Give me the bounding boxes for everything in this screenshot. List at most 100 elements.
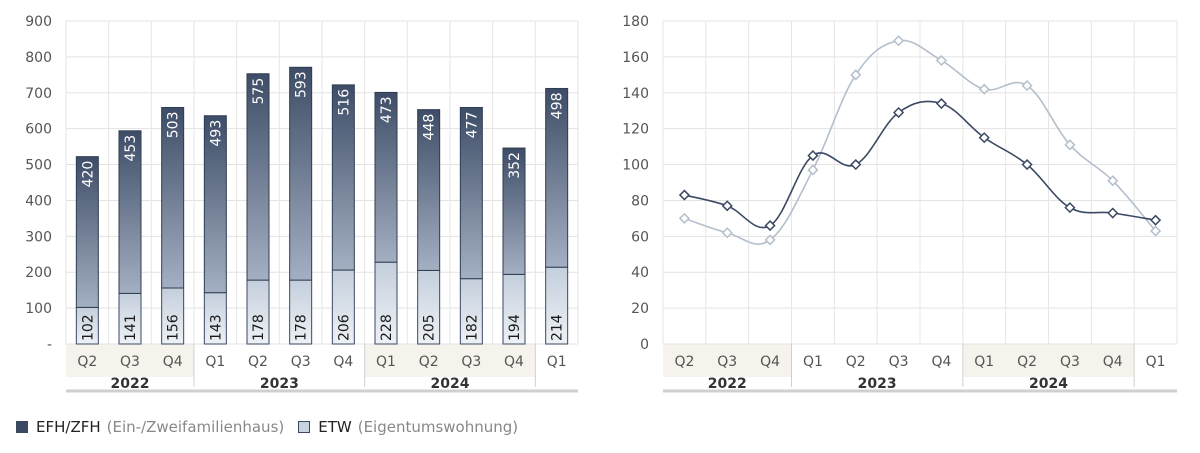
data-point-efh [807,150,819,162]
line-chart-y-tick-label: 60 [631,229,649,245]
bar-chart-x-tick-label: Q3 [120,354,140,370]
legend-label-etw: ETW [318,418,352,436]
line-chart-axis-band [962,344,1135,377]
data-point-efh [1107,207,1119,219]
bar-chart-year-label: 2024 [431,376,470,392]
bar-efh-value-label: 473 [379,96,395,123]
legend-swatch-etw [298,421,311,433]
legend-label-efh: EFH/ZFH [36,418,101,436]
bar-chart-x-tick-label: Q1 [205,354,225,370]
bar-chart-axis-band [66,344,194,377]
stacked-bar-chart: - 100 200 300 400 500 600 700 800 900 Q2 Q3 Q4 Q1 Q2 Q3… [25,14,579,393]
line-chart-year-label: 2022 [708,376,747,392]
data-point-efh [721,200,733,212]
bar-efh-value-label: 477 [464,111,480,138]
line-chart-x-tick-label: Q3 [1060,354,1080,370]
line-chart-y-tick-label: 100 [622,158,649,174]
bar-chart-y-tick-label: 300 [25,229,52,245]
bar-chart-x-tick-label: Q4 [504,354,524,370]
legend-item-etw: ETW (Eigentumswohnung) [298,418,518,436]
data-point-etw [678,212,690,224]
bar-efh [374,91,398,263]
line-chart-y-tick-label: 180 [622,14,649,30]
bar-efh [203,115,227,294]
bar-chart-x-tick-label: Q1 [547,354,567,370]
bar-efh-value-label: 593 [294,71,310,98]
legend-item-efh: EFH/ZFH (Ein-/Zweifamilienhaus) [16,418,284,436]
line-chart-year-label: 2024 [1029,376,1068,392]
data-point-etw [807,164,819,176]
line-chart-y-tick-label: 20 [631,301,649,317]
bar-efh [502,147,526,275]
data-point-efh [978,132,990,144]
bar-efh [289,66,313,281]
bar-chart-y-tick-label: 900 [25,14,52,30]
bar-etw-value-label: 178 [251,314,267,341]
data-point-efh [893,106,905,119]
line-chart-x-tick-label: Q4 [760,354,780,370]
line-chart-x-tick-label: Q4 [1103,354,1123,370]
bar-efh [75,156,99,308]
data-point-etw [935,54,947,67]
data-point-etw [850,69,862,81]
bar-efh-value-label: 575 [251,78,267,105]
bar-chart-y-tick-label: 800 [25,50,52,66]
line-chart-axis-band [663,344,792,377]
data-point-etw [1064,139,1076,151]
data-point-efh [1150,214,1162,226]
bar-chart-year-label: 2023 [260,376,299,392]
line-chart: 0 20 40 60 80 100 120 140 160 180 Q2 Q3 Q4 Q1 Q2 Q3 Q4 Q1… [622,14,1178,393]
bar-etw-value-label: 205 [422,314,438,341]
bar-etw-value-label: 178 [294,314,310,341]
bar-chart-x-tick-label: Q4 [163,354,183,370]
line-chart-y-tick-label: 80 [631,193,649,209]
bar-chart-x-tick-label: Q2 [419,354,439,370]
bar-efh-value-label: 516 [336,89,352,116]
data-point-efh [935,97,947,110]
data-point-efh [1064,202,1076,214]
legend-desc-efh: (Ein-/Zweifamilienhaus) [106,418,285,436]
bar-chart-x-tick-label: Q3 [461,354,481,370]
bar-etw-value-label: 143 [208,314,224,341]
bar-etw-value-label: 206 [336,314,352,341]
bar-chart-year-label: 2022 [111,376,150,392]
data-point-efh [1021,158,1033,171]
bar-efh-value-label: 448 [422,114,438,141]
bar-efh [331,84,355,271]
line-chart-y-tick-label: 0 [640,337,649,353]
bar-etw-value-label: 214 [550,314,566,341]
legend: EFH/ZFH (Ein-/Zweifamilienhaus) ETW (Eig… [16,418,532,436]
data-point-etw [1107,175,1119,187]
bar-efh-value-label: 453 [123,135,139,162]
data-point-etw [978,83,990,95]
data-point-etw [764,234,776,246]
bar-chart-y-tick-label: 100 [25,301,52,317]
bar-chart-x-tick-label: Q2 [248,354,268,370]
line-chart-year-label: 2023 [858,376,897,392]
legend-swatch-efh [16,421,28,433]
legend-desc-etw: (Eigentumswohnung) [357,418,519,436]
line-chart-y-tick-label: 160 [622,50,649,66]
bar-chart-x-tick-label: Q2 [77,354,97,370]
line-chart-y-tick-label: 120 [622,122,649,138]
bar-chart-y-tick-label: 600 [25,122,52,138]
bar-efh-value-label: 498 [550,92,566,119]
data-point-etw [893,35,905,47]
bar-chart-x-tick-label: Q1 [376,354,396,370]
bar-chart-x-tick-label: Q3 [291,354,311,370]
data-point-efh [678,189,690,201]
line-chart-x-tick-label: Q2 [674,354,694,370]
line-chart-x-tick-label: Q2 [1017,354,1037,370]
line-chart-x-tick-label: Q1 [974,354,994,370]
data-point-etw [721,227,733,239]
bar-chart-y-tick-label: 500 [25,158,52,174]
data-point-etw [1150,225,1162,237]
bar-efh-value-label: 503 [166,111,182,138]
bar-efh-value-label: 352 [507,152,523,179]
data-point-efh [764,220,776,232]
bar-efh [459,106,483,280]
bar-efh-value-label: 493 [208,120,224,147]
bar-efh [246,73,270,281]
bar-efh [118,130,142,294]
